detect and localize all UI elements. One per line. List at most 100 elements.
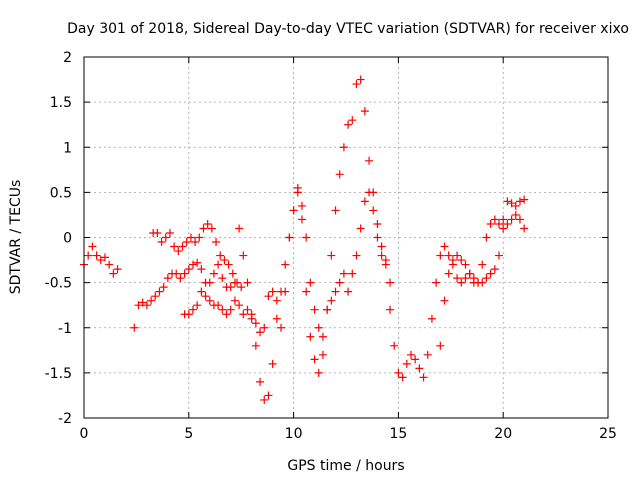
data-point-marker [193, 301, 202, 310]
data-point-marker [453, 251, 462, 260]
x-tick-label: 0 [80, 426, 89, 442]
data-point-marker [369, 206, 378, 215]
data-point-marker [199, 224, 208, 233]
data-point-marker [520, 195, 529, 204]
data-point-marker [247, 310, 256, 319]
data-point-marker [327, 251, 336, 260]
y-tick-label: 0.5 [50, 185, 72, 201]
y-tick-label: -0.5 [45, 276, 72, 292]
data-point-marker [178, 242, 187, 251]
y-tick-label: 0 [63, 231, 72, 247]
data-point-marker [205, 296, 214, 305]
data-point-marker [503, 197, 512, 206]
data-point-marker [310, 355, 319, 364]
data-point-marker [507, 199, 516, 208]
y-tick-label: 1 [63, 140, 72, 156]
data-point-marker [100, 253, 109, 262]
data-point-marker [503, 219, 512, 228]
data-point-marker [457, 278, 466, 287]
data-points [80, 75, 529, 404]
data-point-marker [453, 274, 462, 283]
grid-lines [84, 57, 608, 418]
data-point-marker [339, 143, 348, 152]
data-point-marker [386, 278, 395, 287]
data-point-marker [222, 310, 231, 319]
data-point-marker [302, 233, 311, 242]
data-point-marker [186, 233, 195, 242]
data-point-marker [207, 224, 216, 233]
data-point-marker [356, 224, 365, 233]
data-point-marker [170, 242, 179, 251]
data-point-marker [398, 373, 407, 382]
data-point-marker [360, 107, 369, 116]
data-point-marker [310, 305, 319, 314]
data-point-marker [293, 188, 302, 197]
data-point-marker [165, 228, 174, 237]
data-point-marker [191, 238, 200, 247]
data-point-marker [260, 395, 269, 404]
data-point-marker [440, 242, 449, 251]
data-point-marker [268, 359, 277, 368]
data-point-marker [360, 197, 369, 206]
data-point-marker [335, 170, 344, 179]
data-point-marker [331, 206, 340, 215]
data-point-marker [182, 238, 191, 247]
data-point-marker [197, 265, 206, 274]
data-point-marker [157, 238, 166, 247]
data-point-marker [377, 251, 386, 260]
data-point-marker [130, 323, 139, 332]
data-point-marker [461, 260, 470, 269]
data-point-marker [499, 215, 508, 224]
data-point-marker [411, 355, 420, 364]
data-point-marker [415, 364, 424, 373]
data-point-marker [373, 219, 382, 228]
data-point-marker [348, 269, 357, 278]
data-point-marker [318, 332, 327, 341]
data-point-marker [109, 269, 118, 278]
data-point-marker [352, 251, 361, 260]
data-point-marker [134, 301, 143, 310]
data-point-marker [289, 206, 298, 215]
data-point-marker [444, 269, 453, 278]
data-point-marker [356, 75, 365, 84]
data-point-marker [327, 296, 336, 305]
data-point-marker [203, 219, 212, 228]
data-point-marker [344, 120, 353, 129]
data-point-marker [92, 251, 101, 260]
data-point-marker [495, 219, 504, 228]
data-point-marker [138, 298, 147, 307]
data-point-marker [233, 278, 242, 287]
data-point-marker [520, 224, 529, 233]
data-point-marker [188, 305, 197, 314]
data-point-marker [478, 260, 487, 269]
data-point-marker [251, 319, 260, 328]
data-point-marker [88, 242, 97, 251]
data-point-marker [153, 228, 162, 237]
data-point-marker [243, 278, 252, 287]
data-point-marker [318, 350, 327, 359]
data-point-marker [188, 260, 197, 269]
data-point-marker [461, 274, 470, 283]
data-point-marker [402, 359, 411, 368]
data-point-marker [268, 287, 277, 296]
data-point-marker [176, 274, 185, 283]
data-point-marker [212, 238, 221, 247]
data-point-marker [297, 215, 306, 224]
data-point-marker [314, 323, 323, 332]
data-point-marker [486, 219, 495, 228]
data-point-marker [335, 278, 344, 287]
data-point-marker [495, 251, 504, 260]
data-point-marker [214, 301, 223, 310]
data-point-marker [390, 341, 399, 350]
y-tick-label: -2 [58, 411, 72, 427]
data-point-marker [239, 310, 248, 319]
x-tick-label: 5 [184, 426, 193, 442]
data-point-marker [406, 350, 415, 359]
data-point-marker [285, 233, 294, 242]
data-point-marker [201, 292, 210, 301]
y-tick-label: -1 [58, 321, 72, 337]
data-point-marker [216, 251, 225, 260]
data-point-marker [228, 269, 237, 278]
data-point-marker [373, 233, 382, 242]
